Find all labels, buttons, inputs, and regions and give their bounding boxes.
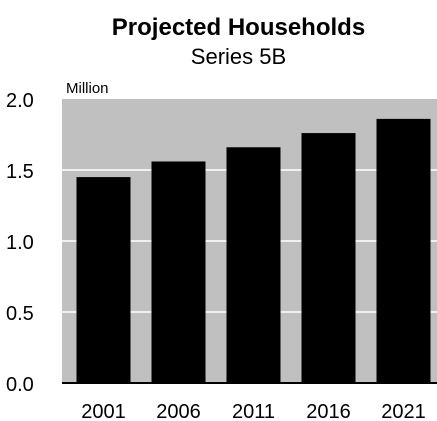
x-tick-label: 2021 bbox=[381, 401, 426, 421]
y-tick-label: 0.0 bbox=[6, 374, 34, 396]
bar-2016 bbox=[301, 133, 356, 383]
bar-2001 bbox=[76, 177, 131, 383]
x-tick-label: 2011 bbox=[232, 401, 275, 421]
bar-2006 bbox=[151, 161, 206, 383]
x-tick-label: 2001 bbox=[81, 401, 126, 421]
chart-subtitle: Series 5B bbox=[190, 44, 287, 69]
bars bbox=[76, 118, 431, 383]
x-tick-label: 2016 bbox=[306, 401, 351, 421]
y-tick-label: 1.0 bbox=[6, 232, 34, 254]
y-tick-labels: 0.0 0.5 1.0 1.5 2.0 bbox=[6, 90, 34, 396]
y-tick-label: 0.5 bbox=[6, 303, 34, 325]
y-axis-unit-label: Million bbox=[66, 80, 109, 97]
x-tick-label: 2006 bbox=[156, 401, 201, 421]
chart-title: Projected Households bbox=[111, 14, 366, 41]
bar-2021 bbox=[376, 118, 431, 383]
y-tick-label: 2.0 bbox=[6, 90, 34, 112]
y-tick-label: 1.5 bbox=[6, 161, 34, 183]
bar-2011 bbox=[226, 147, 281, 383]
x-tick-labels: 2001 2006 2011 2016 2021 bbox=[81, 401, 426, 421]
